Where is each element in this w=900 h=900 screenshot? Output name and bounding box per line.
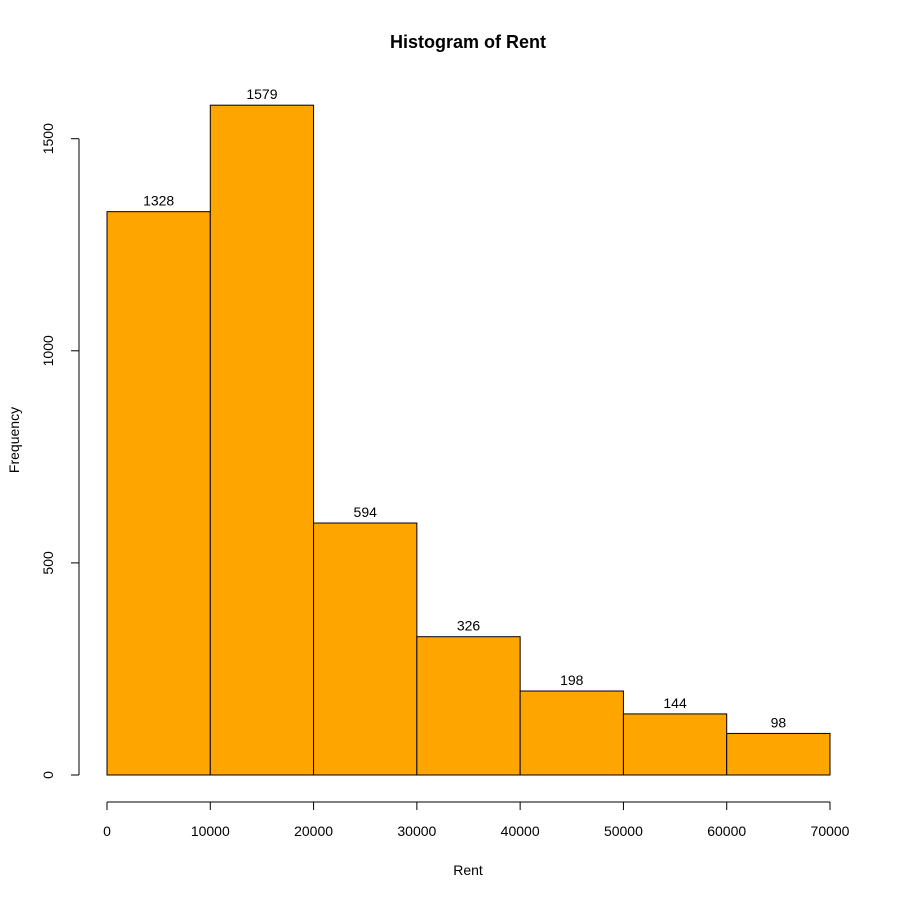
x-tick-label: 50000 xyxy=(604,823,643,839)
histogram-bar xyxy=(209,104,315,776)
y-axis: 0 500 1000 1500 xyxy=(40,123,80,779)
y-tick-label: 1000 xyxy=(40,335,56,366)
bar-value-label: 326 xyxy=(457,618,481,634)
x-tick-label: 40000 xyxy=(501,823,540,839)
x-tick-label: 70000 xyxy=(811,823,850,839)
x-axis: 0 10000 20000 30000 40000 50000 60000 70000 xyxy=(103,801,850,839)
y-axis-label: Frequency xyxy=(6,407,22,473)
x-axis-label: Rent xyxy=(453,862,483,878)
histogram-bar xyxy=(416,636,521,776)
x-tick-label: 0 xyxy=(103,823,111,839)
histogram-bar xyxy=(726,732,831,776)
bar-value-label: 1579 xyxy=(246,86,277,102)
bars-group xyxy=(106,104,831,776)
y-tick-label: 1500 xyxy=(40,123,56,154)
bar-value-label: 144 xyxy=(663,695,687,711)
bar-value-label: 1328 xyxy=(143,193,174,209)
x-tick-label: 10000 xyxy=(191,823,230,839)
y-tick-label: 500 xyxy=(40,551,56,575)
histogram-bar xyxy=(622,713,728,776)
y-tick-label: 0 xyxy=(40,771,56,779)
bar-value-label: 198 xyxy=(560,672,584,688)
x-tick-label: 60000 xyxy=(707,823,746,839)
bar-value-label: 98 xyxy=(771,714,787,730)
histogram-bar xyxy=(313,522,418,776)
histogram-bar xyxy=(519,690,624,776)
bar-labels-group: 1328 1579 594 326 198 144 98 xyxy=(143,86,786,730)
histogram-bar xyxy=(106,211,211,776)
x-tick-label: 20000 xyxy=(294,823,333,839)
bar-value-label: 594 xyxy=(354,504,378,520)
chart-title: Histogram of Rent xyxy=(390,32,546,52)
x-tick-label: 30000 xyxy=(397,823,436,839)
